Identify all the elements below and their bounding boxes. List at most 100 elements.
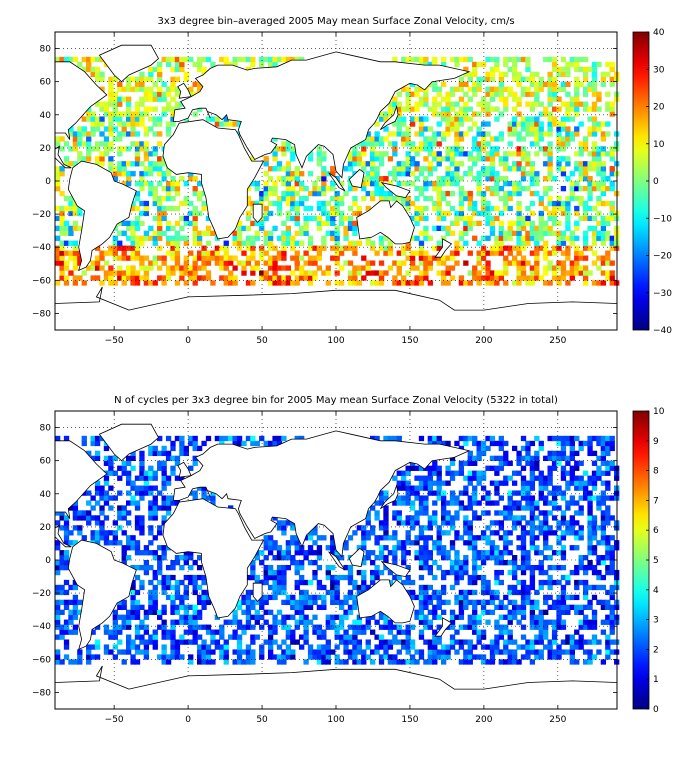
velocity-bin-cell bbox=[436, 156, 442, 162]
cycles-bin-cell bbox=[157, 564, 163, 571]
velocity-bin-cell bbox=[259, 56, 265, 63]
cycles-bin-cell bbox=[121, 555, 127, 561]
velocity-bin-cell bbox=[556, 96, 562, 102]
velocity-bin-cell bbox=[201, 200, 207, 207]
velocity-bin-cell bbox=[574, 270, 580, 276]
cycles-bin-cell bbox=[472, 490, 478, 496]
cycles-bin-cell bbox=[467, 614, 473, 620]
velocity-bin-cell bbox=[143, 181, 150, 187]
velocity-x-tick-label: 50 bbox=[256, 336, 268, 346]
cycles-bin-cell bbox=[409, 659, 416, 665]
velocity-bin-cell bbox=[489, 275, 496, 281]
cycles-bin-cell bbox=[134, 599, 141, 606]
cycles-bin-cell bbox=[343, 540, 349, 546]
velocity-y-tick-label: −40 bbox=[32, 243, 51, 253]
velocity-bin-cell bbox=[494, 56, 500, 63]
cycles-bin-cell bbox=[463, 599, 469, 606]
velocity-bin-cell bbox=[365, 131, 371, 137]
velocity-bin-cell bbox=[423, 215, 429, 222]
velocity-bin-cell bbox=[139, 76, 145, 82]
velocity-bin-cell bbox=[458, 151, 465, 157]
velocity-bin-cell bbox=[538, 136, 544, 142]
velocity-bin-cell bbox=[303, 270, 309, 276]
cycles-bin-cell bbox=[139, 530, 145, 536]
cycles-bin-cell bbox=[179, 604, 185, 610]
cycles-bin-cell bbox=[467, 455, 473, 461]
cycles-bin-cell bbox=[449, 609, 456, 615]
velocity-bin-cell bbox=[591, 146, 598, 152]
cycles-bin-cell bbox=[591, 460, 598, 466]
velocity-bin-cell bbox=[609, 240, 615, 246]
cycles-bin-cell bbox=[201, 604, 207, 610]
cycles-bin-cell bbox=[405, 634, 411, 640]
cycles-bin-cell bbox=[374, 644, 380, 650]
velocity-bin-cell bbox=[441, 61, 447, 68]
velocity-bin-cell bbox=[143, 275, 150, 281]
cycles-bin-cell bbox=[569, 465, 575, 471]
velocity-bin-cell bbox=[236, 220, 243, 227]
velocity-bin-cell bbox=[125, 235, 132, 241]
velocity-bin-cell bbox=[303, 215, 309, 222]
cycles-bin-cell bbox=[161, 550, 167, 556]
velocity-bin-cell bbox=[427, 161, 433, 167]
velocity-bin-cell bbox=[432, 111, 438, 117]
cycles-bin-cell bbox=[148, 465, 154, 471]
velocity-bin-cell bbox=[338, 200, 345, 207]
cycles-bin-cell bbox=[507, 654, 513, 660]
velocity-bin-cell bbox=[511, 66, 518, 73]
cycles-bin-cell bbox=[458, 470, 465, 476]
velocity-bin-cell bbox=[405, 151, 411, 157]
cycles-bin-cell bbox=[605, 515, 611, 521]
velocity-bin-cell bbox=[436, 270, 442, 276]
cycles-bin-cell bbox=[600, 629, 607, 635]
cycles-bin-cell bbox=[378, 535, 385, 541]
cycles-bin-cell bbox=[356, 644, 363, 650]
cycles-bin-cell bbox=[192, 589, 198, 596]
cycles-bin-cell bbox=[476, 445, 482, 452]
velocity-bin-cell bbox=[94, 146, 101, 152]
velocity-bin-cell bbox=[609, 270, 615, 276]
velocity-bin-cell bbox=[591, 185, 598, 192]
velocity-bin-cell bbox=[299, 255, 305, 261]
velocity-bin-cell bbox=[139, 116, 145, 122]
velocity-bin-cell bbox=[254, 265, 260, 271]
velocity-bin-cell bbox=[423, 181, 429, 187]
cycles-bin-cell bbox=[569, 530, 575, 536]
cycles-bin-cell bbox=[432, 435, 438, 442]
cycles-bin-cell bbox=[609, 435, 615, 442]
cycles-bin-cell bbox=[396, 540, 402, 546]
velocity-bin-cell bbox=[405, 200, 411, 207]
cycles-bin-cell bbox=[99, 495, 105, 501]
cycles-bin-cell bbox=[94, 455, 101, 461]
cycles-bin-cell bbox=[365, 624, 371, 630]
velocity-bin-cell bbox=[103, 146, 110, 152]
velocity-bin-cell bbox=[201, 255, 207, 261]
velocity-bin-cell bbox=[587, 116, 593, 122]
cycles-bin-cell bbox=[529, 460, 536, 466]
velocity-bin-cell bbox=[600, 76, 607, 82]
velocity-bin-cell bbox=[139, 200, 145, 207]
cycles-bin-cell bbox=[117, 475, 123, 481]
cycles-bin-cell bbox=[55, 659, 61, 665]
velocity-bin-cell bbox=[55, 260, 61, 266]
velocity-bin-cell bbox=[436, 151, 442, 157]
cycles-bin-cell bbox=[103, 515, 110, 521]
cycles-bin-cell bbox=[281, 619, 287, 625]
cycles-bin-cell bbox=[188, 440, 194, 447]
velocity-bin-cell bbox=[441, 255, 447, 261]
velocity-bin-cell bbox=[485, 205, 491, 212]
velocity-bin-cell bbox=[396, 106, 402, 112]
cycles-bin-cell bbox=[325, 589, 331, 596]
velocity-bin-cell bbox=[108, 91, 114, 97]
cycles-bin-cell bbox=[196, 445, 203, 452]
cycles-bin-cell bbox=[174, 455, 181, 461]
cycles-bin-cell bbox=[94, 535, 101, 541]
velocity-bin-cell bbox=[148, 280, 154, 286]
velocity-bin-cell bbox=[436, 215, 442, 222]
cycles-bin-cell bbox=[498, 535, 504, 541]
velocity-bin-cell bbox=[321, 200, 327, 207]
velocity-bin-cell bbox=[250, 245, 256, 251]
velocity-bin-cell bbox=[547, 250, 553, 256]
velocity-bin-cell bbox=[449, 255, 456, 261]
